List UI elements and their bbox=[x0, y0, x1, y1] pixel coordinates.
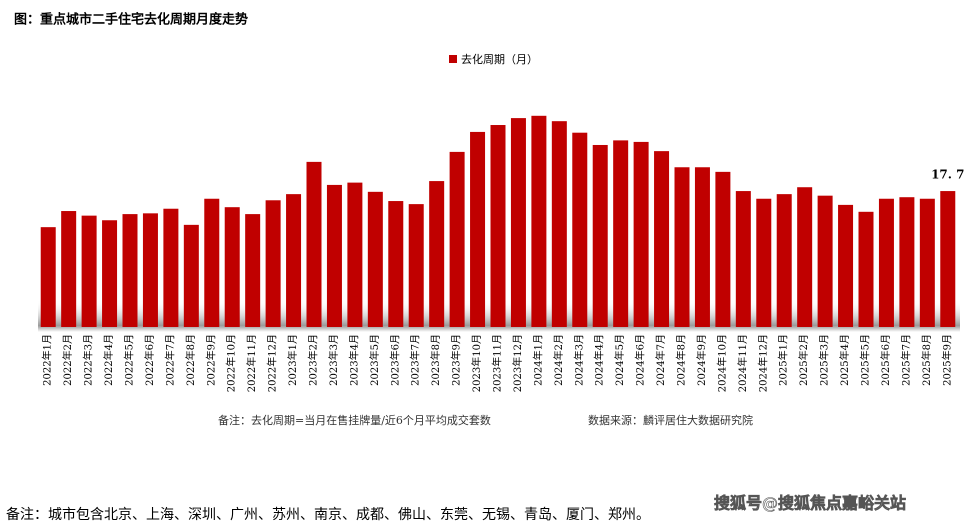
bar bbox=[183, 224, 199, 327]
bar bbox=[245, 214, 261, 327]
bar bbox=[776, 194, 792, 327]
x-tick-label: 2025年7月 bbox=[899, 334, 912, 386]
bar bbox=[367, 191, 383, 327]
bar bbox=[163, 208, 179, 327]
bar bbox=[40, 227, 56, 327]
bar bbox=[838, 204, 854, 327]
x-tick-label: 2023年12月 bbox=[511, 334, 524, 392]
bar bbox=[142, 213, 158, 327]
x-tick-label: 2023年4月 bbox=[347, 334, 360, 386]
bar bbox=[654, 151, 670, 327]
note: 备注：去化周期=当月在售挂牌量/近6个月平均成交套数 bbox=[218, 413, 491, 427]
x-tick-label: 2023年1月 bbox=[286, 334, 299, 386]
bar bbox=[694, 167, 710, 327]
bar bbox=[674, 167, 690, 327]
bar bbox=[551, 121, 567, 328]
bar bbox=[878, 198, 894, 327]
x-tick-label: 2022年8月 bbox=[184, 334, 197, 386]
bar bbox=[326, 184, 342, 327]
data-label: 17. 7 bbox=[931, 168, 964, 182]
bar bbox=[510, 118, 526, 327]
bar bbox=[81, 215, 97, 327]
x-tick-label: 2023年5月 bbox=[368, 334, 381, 386]
x-tick-label: 2025年5月 bbox=[859, 334, 872, 386]
bar bbox=[899, 197, 915, 327]
chart-title: 图：重点城市二手住宅去化周期月度走势 bbox=[14, 12, 248, 28]
x-tick-label: 2025年8月 bbox=[920, 334, 933, 386]
bar bbox=[735, 191, 751, 327]
x-tick-label: 2022年5月 bbox=[123, 334, 136, 386]
x-tick-label: 2024年5月 bbox=[613, 334, 626, 386]
bar bbox=[265, 200, 281, 327]
bar bbox=[408, 204, 424, 327]
x-tick-label: 2024年4月 bbox=[593, 334, 606, 386]
bar bbox=[122, 214, 138, 327]
bar bbox=[224, 207, 240, 327]
x-tick-label: 2023年7月 bbox=[409, 334, 422, 386]
x-tick-label: 2023年2月 bbox=[307, 334, 320, 386]
x-tick-label: 2022年6月 bbox=[143, 334, 156, 386]
x-tick-label: 2024年10月 bbox=[715, 334, 728, 392]
bar bbox=[858, 211, 874, 327]
bar bbox=[286, 194, 302, 327]
bar bbox=[613, 140, 629, 327]
bar bbox=[61, 211, 77, 327]
x-tick-label: 2022年4月 bbox=[102, 334, 115, 386]
x-tick-label: 2022年1月 bbox=[41, 334, 54, 386]
x-tick-label: 2024年9月 bbox=[695, 334, 708, 386]
x-tick-label: 2024年7月 bbox=[654, 334, 667, 386]
legend-label: 去化周期（月） bbox=[461, 52, 538, 66]
x-tick-label: 2024年8月 bbox=[675, 334, 688, 386]
bar bbox=[919, 198, 935, 327]
x-tick-label: 2024年1月 bbox=[531, 334, 544, 386]
bar bbox=[572, 132, 588, 327]
x-tick-label: 2022年12月 bbox=[266, 334, 279, 392]
bar bbox=[490, 125, 506, 328]
bar bbox=[756, 198, 772, 327]
bar bbox=[204, 198, 220, 327]
x-tick-label: 2024年11月 bbox=[736, 334, 749, 392]
bar bbox=[817, 195, 833, 327]
x-tick-label: 2023年3月 bbox=[327, 334, 340, 386]
x-tick-label: 2023年6月 bbox=[388, 334, 401, 386]
x-tick-label: 2022年3月 bbox=[82, 334, 95, 386]
bar bbox=[797, 187, 813, 327]
x-tick-label: 2022年11月 bbox=[245, 334, 258, 392]
x-tick-label: 2023年9月 bbox=[450, 334, 463, 386]
x-tick-label: 2022年7月 bbox=[163, 334, 176, 386]
watermark: 搜狐号@搜狐焦点嘉峪关站 bbox=[714, 494, 906, 513]
x-tick-label: 2023年10月 bbox=[470, 334, 483, 392]
x-tick-label: 2024年12月 bbox=[756, 334, 769, 392]
bar bbox=[940, 191, 956, 327]
x-tick-label: 2023年8月 bbox=[429, 334, 442, 386]
bar bbox=[102, 220, 118, 327]
source: 数据来源：麟评居住大数据研究院 bbox=[588, 413, 753, 427]
bar bbox=[715, 171, 731, 327]
bar bbox=[388, 201, 404, 327]
x-tick-label: 2022年9月 bbox=[204, 334, 217, 386]
x-tick-label: 2024年2月 bbox=[552, 334, 565, 386]
bar bbox=[531, 115, 547, 327]
bar bbox=[449, 151, 465, 327]
legend-swatch bbox=[449, 55, 457, 63]
x-tick-label: 2025年4月 bbox=[838, 334, 851, 386]
x-tick-label: 2024年6月 bbox=[634, 334, 647, 386]
bar bbox=[592, 144, 608, 327]
bar bbox=[347, 182, 363, 327]
x-tick-label: 2025年3月 bbox=[818, 334, 831, 386]
x-tick-label: 2025年9月 bbox=[940, 334, 953, 386]
x-tick-label: 2025年6月 bbox=[879, 334, 892, 386]
x-tick-label: 2022年10月 bbox=[225, 334, 238, 392]
footer-note: 备注：城市包含北京、上海、深圳、广州、苏州、南京、成都、佛山、东莞、无锡、青岛、… bbox=[6, 506, 650, 523]
bar bbox=[633, 141, 649, 327]
x-tick-label: 2024年3月 bbox=[572, 334, 585, 386]
x-tick-label: 2025年2月 bbox=[797, 334, 810, 386]
x-tick-label: 2022年2月 bbox=[61, 334, 74, 386]
bar bbox=[429, 181, 445, 327]
x-tick-label: 2025年1月 bbox=[777, 334, 790, 386]
bar bbox=[306, 161, 322, 327]
bar bbox=[470, 131, 486, 327]
x-tick-label: 2023年11月 bbox=[491, 334, 504, 392]
